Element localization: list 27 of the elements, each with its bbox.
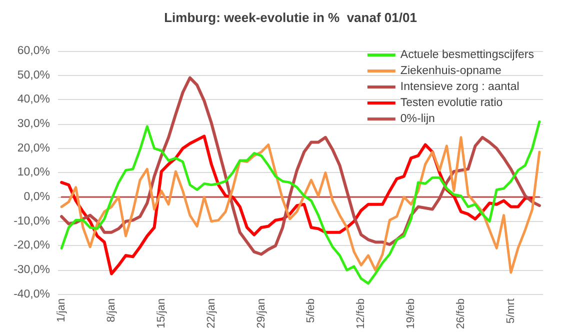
x-tick-label: 5/mrt xyxy=(504,298,517,324)
x-tick-label: 12/feb xyxy=(355,298,368,330)
x-tick-label: 19/feb xyxy=(405,298,418,330)
y-tick-label: -10,0% xyxy=(14,215,50,228)
y-tick-label: -40,0% xyxy=(14,288,50,300)
legend-label: Testen evolutie ratio xyxy=(400,97,503,109)
x-tick-label: 8/jan xyxy=(105,298,118,322)
y-tick-label: 10,0% xyxy=(17,166,50,179)
legend-label: Actuele besmettingscijfers xyxy=(400,49,534,61)
x-tick-label: 5/feb xyxy=(305,298,318,323)
y-tick-label: 50,0% xyxy=(17,69,50,82)
y-tick-label: -20,0% xyxy=(14,240,50,252)
y-tick-label: 60,0% xyxy=(17,45,50,57)
y-tick-label: 20,0% xyxy=(17,142,50,154)
x-tick-label: 15/jan xyxy=(155,298,168,328)
legend-label: 0%-lijn xyxy=(400,113,435,125)
legend-label: Intensieve zorg : aantal xyxy=(400,81,520,93)
x-tick-label: 26/feb xyxy=(454,298,467,330)
y-tick-label: 40,0% xyxy=(17,94,50,106)
x-tick-label: 22/jan xyxy=(205,298,218,328)
chart-title: Limburg: week-evolutie in % vanaf 01/01 xyxy=(164,10,417,25)
y-tick-label: 30,0% xyxy=(17,118,50,130)
y-tick-label: -30,0% xyxy=(14,264,50,276)
x-tick-label: 29/jan xyxy=(255,298,268,328)
legend-label: Ziekenhuis-opname xyxy=(400,65,502,77)
y-tick-label: 0,0% xyxy=(24,191,50,204)
x-tick-label: 1/jan xyxy=(56,298,68,322)
